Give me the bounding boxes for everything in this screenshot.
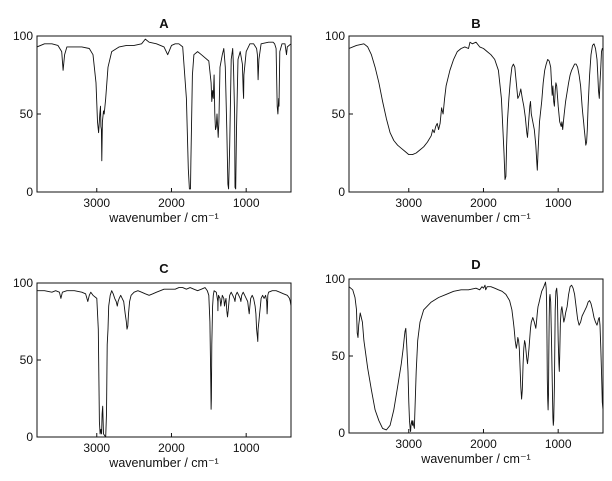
plot-frame-d — [348, 278, 604, 434]
x-tick-label-d-3000: 3000 — [395, 437, 422, 451]
x-axis-label-b: wavenumber / cm⁻¹ — [420, 211, 530, 225]
spectrum-line-c — [37, 287, 291, 438]
y-tick-label-b-50: 50 — [332, 107, 346, 121]
x-axis-label-d: wavenumber / cm⁻¹ — [420, 452, 530, 466]
y-tick-label-a-50: 50 — [20, 107, 34, 121]
plot-frame-b — [348, 35, 604, 193]
x-tick-label-b-3000: 3000 — [395, 196, 422, 210]
y-tick-label-d-100: 100 — [325, 272, 345, 286]
y-tick-label-d-50: 50 — [332, 349, 346, 363]
spectrum-panel-d: D 0 50 100 3000 2000 1000 wavenumber / cm⁻¹ — [325, 257, 604, 466]
y-tick-label-d-0: 0 — [338, 426, 345, 440]
y-tick-label-c-0: 0 — [26, 430, 33, 444]
x-tick-label-a-1000: 1000 — [233, 196, 260, 210]
panel-title-c: C — [159, 261, 169, 276]
x-tick-label-c-1000: 1000 — [233, 441, 260, 455]
x-tick-label-a-2000: 2000 — [158, 196, 185, 210]
x-tick-label-a-3000: 3000 — [83, 196, 110, 210]
x-tick-label-d-2000: 2000 — [470, 437, 497, 451]
spectrum-line-b — [349, 41, 603, 180]
y-tick-label-b-100: 100 — [325, 29, 345, 43]
spectrum-line-d — [349, 281, 603, 432]
spectrum-line-a — [37, 38, 291, 190]
x-axis-label-c: wavenumber / cm⁻¹ — [108, 456, 218, 470]
x-tick-label-d-1000: 1000 — [545, 437, 572, 451]
spectrum-panel-b: B 0 50 100 3000 2000 1000 wavenumber / cm⁻¹ — [325, 16, 604, 225]
spectrum-panel-c: C 0 50 100 3000 2000 1000 wavenumber / cm⁻¹ — [13, 261, 292, 470]
x-tick-label-b-1000: 1000 — [545, 196, 572, 210]
y-tick-label-a-0: 0 — [26, 185, 33, 199]
y-tick-label-c-100: 100 — [13, 276, 33, 290]
y-tick-label-a-100: 100 — [13, 29, 33, 43]
x-tick-label-b-2000: 2000 — [470, 196, 497, 210]
y-tick-label-b-0: 0 — [338, 185, 345, 199]
x-tick-label-c-3000: 3000 — [83, 441, 110, 455]
x-axis-label-a: wavenumber / cm⁻¹ — [108, 211, 218, 225]
panel-title-b: B — [471, 16, 480, 31]
y-tick-label-c-50: 50 — [20, 353, 34, 367]
x-tick-label-c-2000: 2000 — [158, 441, 185, 455]
panel-title-a: A — [159, 16, 169, 31]
spectrum-panel-a: A 0 50 100 3000 2000 1000 wavenumber / cm⁻¹ — [13, 16, 292, 225]
plot-frame-c — [36, 282, 292, 438]
panel-title-d: D — [471, 257, 480, 272]
plot-frame-a — [36, 35, 292, 193]
